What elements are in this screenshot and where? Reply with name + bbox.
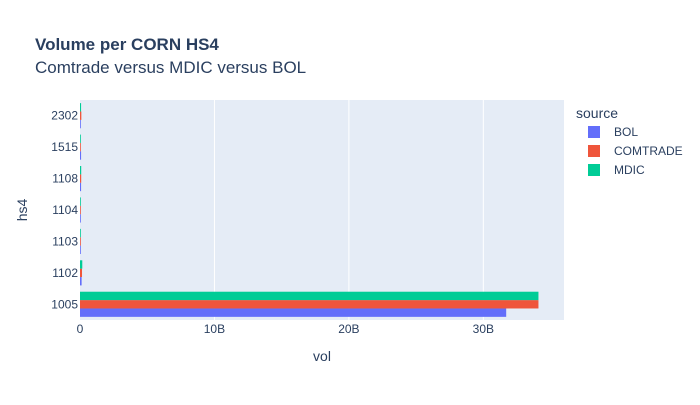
- bar-comtrade-1005[interactable]: [80, 300, 539, 309]
- x-axis-label: vol: [313, 348, 331, 364]
- bar-bol-1515[interactable]: [80, 151, 82, 160]
- legend-label[interactable]: MDIC: [614, 163, 645, 177]
- y-tick-label: 1103: [52, 234, 78, 248]
- bar-bol-1102[interactable]: [80, 277, 82, 286]
- bar-comtrade-1102[interactable]: [80, 268, 83, 278]
- legend-swatch-comtrade[interactable]: [588, 145, 600, 157]
- bar-mdic-1515[interactable]: [80, 134, 81, 143]
- bar-bol-1104[interactable]: [80, 214, 81, 223]
- bar-mdic-1005[interactable]: [80, 291, 539, 301]
- bar-bol-1108[interactable]: [80, 182, 82, 192]
- legend-label[interactable]: BOL: [614, 125, 638, 139]
- bar-mdic-2302[interactable]: [80, 103, 82, 112]
- legend-swatch-mdic[interactable]: [588, 164, 600, 176]
- y-tick-label: 1104: [52, 203, 78, 217]
- bar-mdic-1108[interactable]: [80, 166, 82, 175]
- bar-bol-1005[interactable]: [80, 308, 507, 317]
- legend-swatch-bol[interactable]: [588, 126, 600, 138]
- legend-title: source: [576, 105, 618, 121]
- bar-comtrade-1103[interactable]: [80, 237, 81, 246]
- y-tick-label: 1005: [51, 297, 78, 311]
- x-tick-label: 30B: [473, 322, 494, 336]
- bar-mdic-1102[interactable]: [80, 260, 83, 269]
- bar-comtrade-1104[interactable]: [80, 205, 81, 215]
- x-tick-label: 10B: [204, 322, 225, 336]
- bar-comtrade-1108[interactable]: [80, 174, 82, 183]
- x-tick-label: 0: [77, 322, 84, 336]
- bar-comtrade-2302[interactable]: [80, 111, 82, 120]
- y-tick-label: 1108: [52, 172, 78, 186]
- plot-area: [80, 100, 564, 320]
- y-tick-label: 1515: [51, 140, 78, 154]
- y-axis-label: hs4: [14, 199, 30, 222]
- chart-subtitle: Comtrade versus MDIC versus BOL: [35, 58, 306, 77]
- x-tick-label: 20B: [338, 322, 359, 336]
- chart-title: Volume per CORN HS4: [35, 35, 219, 54]
- bar-bol-2302[interactable]: [80, 119, 81, 129]
- bar-mdic-1103[interactable]: [80, 228, 81, 238]
- y-tick-label: 1102: [52, 266, 78, 280]
- bar-bol-1103[interactable]: [80, 245, 81, 254]
- y-tick-label: 2302: [51, 109, 78, 123]
- legend-label[interactable]: COMTRADE: [614, 144, 683, 158]
- bar-mdic-1104[interactable]: [80, 197, 81, 206]
- bar-comtrade-1515[interactable]: [80, 142, 81, 152]
